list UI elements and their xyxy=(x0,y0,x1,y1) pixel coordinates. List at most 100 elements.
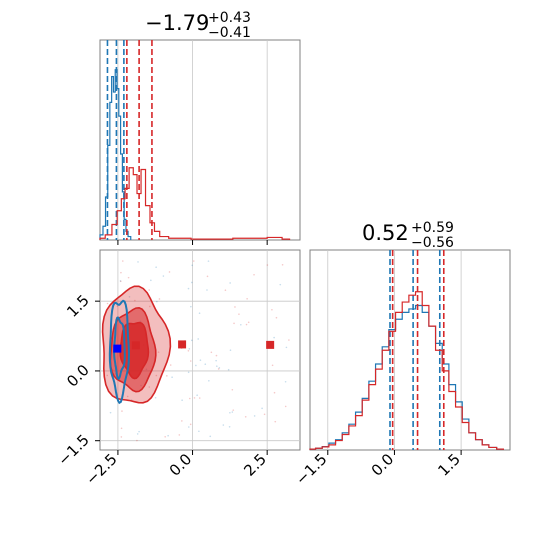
contour-scatter-point xyxy=(126,395,129,398)
contour-scatter-point xyxy=(193,397,196,399)
contour-scatter-point xyxy=(109,411,112,414)
contour-scatter-point xyxy=(288,339,290,341)
contour-marker-blue xyxy=(113,344,122,353)
contour-scatter-point xyxy=(240,323,242,326)
contour-x-tick-label: 0.0 xyxy=(166,450,196,480)
contour-scatter-point xyxy=(261,407,263,410)
contour-scatter-point xyxy=(238,313,240,315)
contour-scatter-point xyxy=(187,349,190,352)
contour-scatter-point xyxy=(284,405,287,408)
contour-scatter-point xyxy=(275,316,278,319)
hist-2-step-line xyxy=(309,291,504,450)
contour-scatter-point xyxy=(245,323,248,326)
contour-scatter-point xyxy=(119,280,122,283)
hist-2-tick-label: 1.5 xyxy=(434,450,464,480)
contour-scatter-point xyxy=(207,260,210,262)
contour-scatter-point xyxy=(266,264,269,266)
hist-1-step-line xyxy=(99,167,291,240)
contour-scatter-point xyxy=(199,359,202,361)
contour-scatter-point xyxy=(166,375,168,377)
contour-scatter-point xyxy=(246,297,248,300)
contour-scatter-point xyxy=(247,321,250,324)
contour-scatter-point xyxy=(229,282,231,284)
contour-scatter-point xyxy=(215,354,218,357)
contour-scatter-point xyxy=(137,261,139,263)
contour-scatter-point xyxy=(156,300,158,303)
contour-scatter-point xyxy=(209,435,212,438)
contour-scatter-point xyxy=(273,336,275,339)
contour-x-tick-label: −2.5 xyxy=(82,450,120,488)
contour-scatter-point xyxy=(134,299,136,302)
hist-2-title-upper-error: +0.59 xyxy=(411,220,454,236)
hist-2-tick-label: 0.0 xyxy=(368,450,398,480)
contour-scatter-point xyxy=(244,415,247,418)
contour-scatter-point xyxy=(210,351,213,354)
hist-2-title-lower-error: −0.56 xyxy=(411,235,454,251)
contour-y-tick-label: 0.0 xyxy=(63,361,93,391)
contour-scatter-point xyxy=(138,430,140,433)
contour-marker-red xyxy=(178,340,187,349)
contour-scatter-point xyxy=(181,420,183,422)
hist-1-series xyxy=(99,40,291,240)
contour-marker-red xyxy=(266,340,275,349)
hist-2-series xyxy=(309,250,504,450)
contour-scatter-point xyxy=(155,266,157,269)
hist-panel-2: 0.52 +0.59 −0.56 −1.5 0.0 1.5 xyxy=(292,220,511,489)
contour-scatter-point xyxy=(106,374,109,377)
hist-1-frame xyxy=(99,39,301,241)
contour-scatter-point xyxy=(208,379,210,382)
contour-scatter-point xyxy=(148,305,151,308)
contour-scatter-point xyxy=(116,305,119,307)
contour-scatter-point xyxy=(150,279,152,282)
contour-scatter-point xyxy=(154,396,157,399)
contour-scatter-point xyxy=(224,289,227,292)
hist-2-title-value: 0.52 xyxy=(362,221,409,245)
contour-scatter-point xyxy=(217,368,220,370)
contour-scatter-point xyxy=(188,397,191,400)
contour-scatter-point xyxy=(128,296,131,298)
contour-scatter-point xyxy=(206,275,209,278)
contour-scatter-point xyxy=(120,427,123,430)
contour-scatter-point xyxy=(281,263,284,266)
contour-scatter-point xyxy=(192,260,195,262)
contour-scatter-point xyxy=(206,289,208,291)
contour-scatter-point xyxy=(222,424,225,426)
hist-1-title-upper-error: +0.43 xyxy=(208,10,251,26)
hist-2-grid xyxy=(327,250,462,450)
contour-scatter-point xyxy=(187,371,190,374)
contour-scatter-point xyxy=(136,433,139,435)
contour-scatter-point xyxy=(119,280,122,282)
contour-y-ticks: −1.5 0.0 1.5 xyxy=(54,291,100,469)
contour-scatter-point xyxy=(195,364,197,367)
contour-scatter-point xyxy=(227,368,230,371)
contour-scatter-point xyxy=(188,348,191,350)
contour-scatter-point xyxy=(127,276,130,279)
contour-scatter-point xyxy=(164,435,166,438)
contour-scatter-point xyxy=(285,346,288,349)
contour-scatter-point xyxy=(253,273,255,276)
contour-scatter-point xyxy=(169,364,172,366)
contour-scatter-point xyxy=(120,436,123,438)
contour-scatter-point xyxy=(232,409,235,411)
contour-scatter-point xyxy=(178,434,181,436)
contour-scatter-point xyxy=(158,298,161,300)
contour-scatter-point xyxy=(228,426,231,428)
contour-scatter-point xyxy=(204,363,207,366)
contour-scatter-point xyxy=(190,305,192,308)
contour-scatter-point xyxy=(273,391,276,394)
hist-1-title-value: −1.79 xyxy=(145,11,209,35)
contour-scatter-point xyxy=(198,397,201,399)
contour-scatter-point xyxy=(155,374,158,377)
contour-scatter-point xyxy=(171,376,173,378)
contour-scatter-points xyxy=(106,260,290,442)
contour-panel: −2.5 0.0 2.5 −1.5 0.0 1.5 xyxy=(54,249,301,489)
contour-scatter-point xyxy=(189,423,192,426)
contour-scatter-point xyxy=(157,351,160,353)
contour-scatter-point xyxy=(231,388,234,391)
contour-scatter-point xyxy=(229,411,231,414)
contour-scatter-point xyxy=(231,411,234,413)
contour-scatter-point xyxy=(190,281,193,284)
contour-scatter-point xyxy=(189,360,192,362)
contour-scatter-point xyxy=(191,264,193,267)
